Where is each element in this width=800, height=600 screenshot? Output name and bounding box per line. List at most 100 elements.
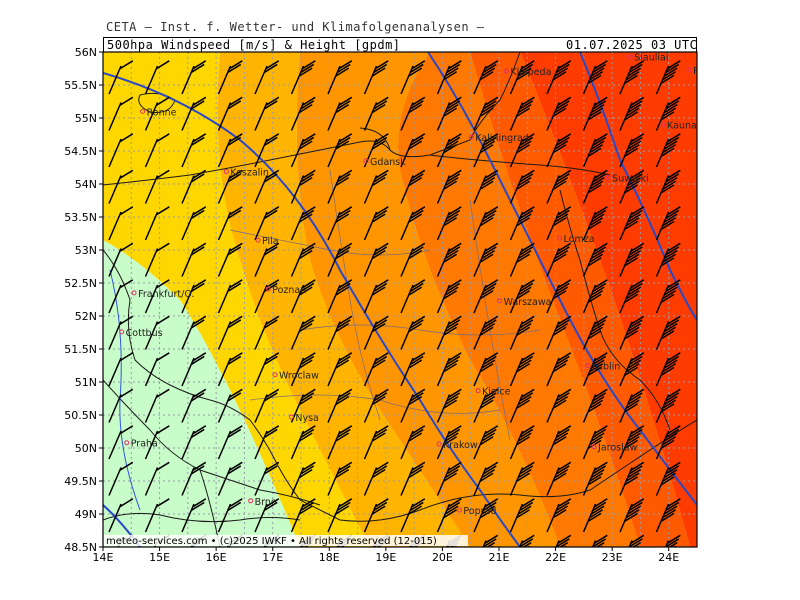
- wind-barb: [473, 279, 499, 314]
- lat-label: 52N: [75, 310, 97, 323]
- city-marker: [627, 54, 633, 60]
- wind-barb: [509, 242, 535, 277]
- lon-label: 16E: [206, 551, 227, 564]
- wind-barb: [327, 425, 353, 460]
- wind-barb: [181, 242, 207, 277]
- windspeed-field: [103, 52, 697, 547]
- wind-barb: [144, 242, 170, 277]
- field-band3: [103, 52, 370, 547]
- wind-barb: [144, 498, 170, 533]
- wind-barb: [254, 425, 280, 460]
- city-label: Brno: [255, 497, 277, 508]
- wind-barb: [327, 60, 353, 95]
- lat-label: 48.5N: [64, 541, 97, 554]
- wind-barb: [217, 133, 243, 168]
- wind-barb: [436, 352, 462, 387]
- wind-barb: [217, 461, 243, 496]
- wind-barb: [363, 315, 389, 350]
- wind-barb: [436, 315, 462, 350]
- wind-barb: [509, 425, 535, 460]
- wind-barb: [655, 315, 681, 350]
- wind-barb: [363, 60, 389, 95]
- field-band1: [103, 240, 300, 547]
- wind-barb: [473, 388, 499, 423]
- map-frame: [102, 51, 698, 548]
- wind-barb: [655, 352, 681, 387]
- wind-barb: [144, 169, 170, 204]
- city-marker: [436, 441, 442, 447]
- wind-barb: [509, 352, 535, 387]
- river-line: [109, 269, 141, 511]
- wind-barb: [327, 169, 353, 204]
- wind-barb: [436, 133, 462, 168]
- wind-barb: [619, 352, 645, 387]
- header-bar: [103, 37, 697, 52]
- city-marker: [248, 498, 254, 504]
- wind-barb: [327, 96, 353, 131]
- wind-barb: [436, 206, 462, 241]
- wind-barb: [509, 461, 535, 496]
- city-marker: [475, 388, 481, 394]
- wind-barb: [436, 279, 462, 314]
- city-marker: [119, 329, 125, 335]
- city-label: Suwalki: [612, 173, 648, 184]
- wind-barb: [436, 60, 462, 95]
- wind-barb: [400, 315, 426, 350]
- wind-barb: [436, 242, 462, 277]
- wind-barb: [217, 96, 243, 131]
- wind-barb: [217, 242, 243, 277]
- wind-barb: [363, 242, 389, 277]
- city-label: Nysa: [295, 413, 319, 424]
- wind-barb: [546, 461, 572, 496]
- wind-barb: [655, 425, 681, 460]
- wind-barb: [181, 279, 207, 314]
- wind-barb: [144, 315, 170, 350]
- wind-barb: [108, 315, 134, 350]
- city-label: Poznan: [272, 285, 306, 296]
- wind-barb: [181, 498, 207, 533]
- wind-barb: [254, 60, 280, 95]
- wind-barb: [144, 388, 170, 423]
- wind-barb: [509, 206, 535, 241]
- city-marker: [605, 174, 611, 180]
- wind-barb: [144, 279, 170, 314]
- wind-barb: [290, 169, 316, 204]
- lon-label: 24E: [658, 551, 679, 564]
- wind-barb: [582, 498, 608, 533]
- wind-barb: [619, 133, 645, 168]
- wind-barb: [482, 534, 499, 547]
- wind-barb: [290, 425, 316, 460]
- lat-label: 51N: [75, 376, 97, 389]
- wind-barb: [254, 461, 280, 496]
- lon-label: 18E: [319, 551, 340, 564]
- wind-barb: [546, 352, 572, 387]
- wind-barb: [436, 169, 462, 204]
- city-label: Klaipeda: [510, 67, 551, 78]
- wind-barb: [144, 461, 170, 496]
- city-marker: [288, 414, 294, 420]
- city-marker: [140, 108, 146, 114]
- lat-label: 54N: [75, 178, 97, 191]
- wind-barb: [546, 425, 572, 460]
- wind-barb: [290, 133, 316, 168]
- wind-barb: [582, 425, 608, 460]
- city-label: Ronne: [147, 107, 177, 118]
- wind-barb: [400, 242, 426, 277]
- wind-barb: [290, 206, 316, 241]
- field-band5: [296, 52, 560, 547]
- wind-barb: [254, 388, 280, 423]
- city-marker: [503, 68, 509, 74]
- wind-barb: [290, 96, 316, 131]
- wind-barb: [290, 498, 316, 533]
- wind-barb: [363, 498, 389, 533]
- border-line: [429, 154, 611, 176]
- wind-barb: [582, 206, 608, 241]
- wind-barb: [619, 242, 645, 277]
- wind-barb: [181, 206, 207, 241]
- wind-barb: [363, 388, 389, 423]
- wind-barb: [655, 461, 681, 496]
- city-marker: [497, 298, 503, 304]
- city-label: Siauliai: [634, 53, 668, 64]
- city-label: Lomza: [564, 234, 595, 245]
